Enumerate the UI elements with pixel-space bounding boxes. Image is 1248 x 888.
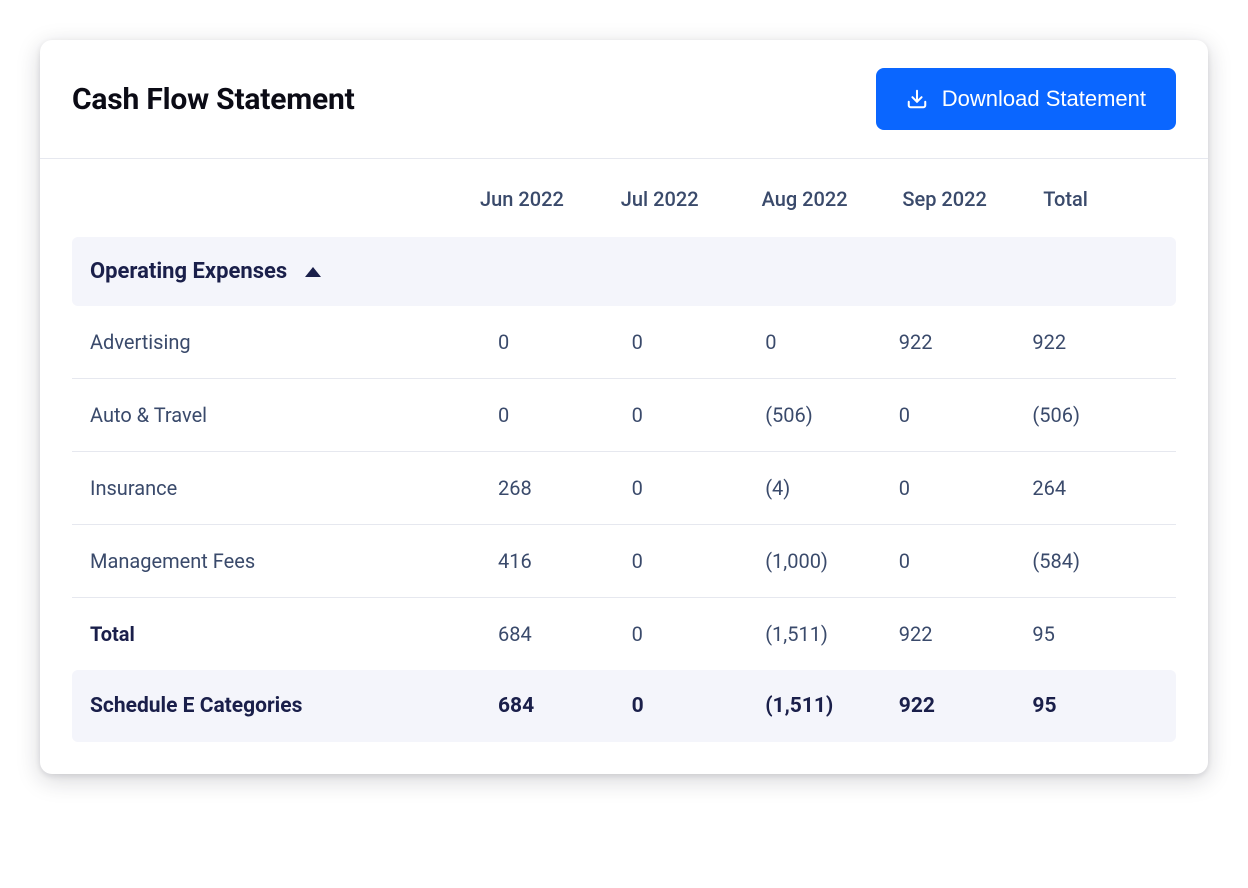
cell: 0 bbox=[624, 622, 758, 646]
cell: (1,511) bbox=[757, 622, 891, 646]
cell: (4) bbox=[757, 476, 891, 500]
download-label: Download Statement bbox=[942, 86, 1146, 112]
table-row: Insurance 268 0 (4) 0 264 bbox=[72, 452, 1176, 525]
cash-flow-card: Cash Flow Statement Download Statement J… bbox=[40, 40, 1208, 774]
col-header: Sep 2022 bbox=[894, 187, 1035, 211]
subtotal-label: Total bbox=[90, 622, 490, 646]
cell: 416 bbox=[490, 549, 624, 573]
cell: 95 bbox=[1024, 694, 1158, 718]
cell: (584) bbox=[1024, 549, 1158, 573]
col-header: Jun 2022 bbox=[472, 187, 613, 211]
cell: 0 bbox=[891, 403, 1025, 427]
subtotal-row: Total 684 0 (1,511) 922 95 bbox=[72, 598, 1176, 670]
cell: (1,511) bbox=[757, 694, 891, 718]
col-header: Aug 2022 bbox=[754, 187, 895, 211]
cell: 922 bbox=[891, 622, 1025, 646]
section-operating-expenses[interactable]: Operating Expenses bbox=[72, 237, 1176, 306]
row-label: Insurance bbox=[90, 476, 490, 500]
download-icon bbox=[906, 88, 928, 110]
cell: 922 bbox=[891, 330, 1025, 354]
cell: 95 bbox=[1024, 622, 1158, 646]
cell: 684 bbox=[490, 622, 624, 646]
cell: 0 bbox=[624, 694, 758, 718]
col-header: Total bbox=[1035, 187, 1176, 211]
row-label: Management Fees bbox=[90, 549, 490, 573]
table-row: Auto & Travel 0 0 (506) 0 (506) bbox=[72, 379, 1176, 452]
page-title: Cash Flow Statement bbox=[72, 82, 355, 117]
section-title: Operating Expenses bbox=[90, 259, 287, 284]
cell: 0 bbox=[624, 403, 758, 427]
cell: (506) bbox=[1024, 403, 1158, 427]
table-header-row: Jun 2022 Jul 2022 Aug 2022 Sep 2022 Tota… bbox=[72, 159, 1176, 237]
footer-row: Schedule E Categories 684 0 (1,511) 922 … bbox=[72, 670, 1176, 742]
cell: 0 bbox=[490, 403, 624, 427]
footer-label: Schedule E Categories bbox=[90, 694, 490, 718]
cell: (1,000) bbox=[757, 549, 891, 573]
table-row: Advertising 0 0 0 922 922 bbox=[72, 306, 1176, 379]
cell: 684 bbox=[490, 694, 624, 718]
cell: 0 bbox=[624, 549, 758, 573]
card-header: Cash Flow Statement Download Statement bbox=[40, 40, 1208, 158]
row-label: Advertising bbox=[90, 330, 490, 354]
cell: 922 bbox=[891, 694, 1025, 718]
cell: 0 bbox=[891, 549, 1025, 573]
row-label: Auto & Travel bbox=[90, 403, 490, 427]
cell: 922 bbox=[1024, 330, 1158, 354]
cell: 0 bbox=[624, 476, 758, 500]
col-header: Jul 2022 bbox=[613, 187, 754, 211]
cell: 264 bbox=[1024, 476, 1158, 500]
cell: (506) bbox=[757, 403, 891, 427]
table-row: Management Fees 416 0 (1,000) 0 (584) bbox=[72, 525, 1176, 598]
cell: 0 bbox=[624, 330, 758, 354]
cell: 0 bbox=[891, 476, 1025, 500]
download-statement-button[interactable]: Download Statement bbox=[876, 68, 1176, 130]
caret-up-icon bbox=[305, 267, 321, 277]
cash-flow-table: Jun 2022 Jul 2022 Aug 2022 Sep 2022 Tota… bbox=[40, 159, 1208, 774]
cell: 0 bbox=[757, 330, 891, 354]
cell: 268 bbox=[490, 476, 624, 500]
cell: 0 bbox=[490, 330, 624, 354]
